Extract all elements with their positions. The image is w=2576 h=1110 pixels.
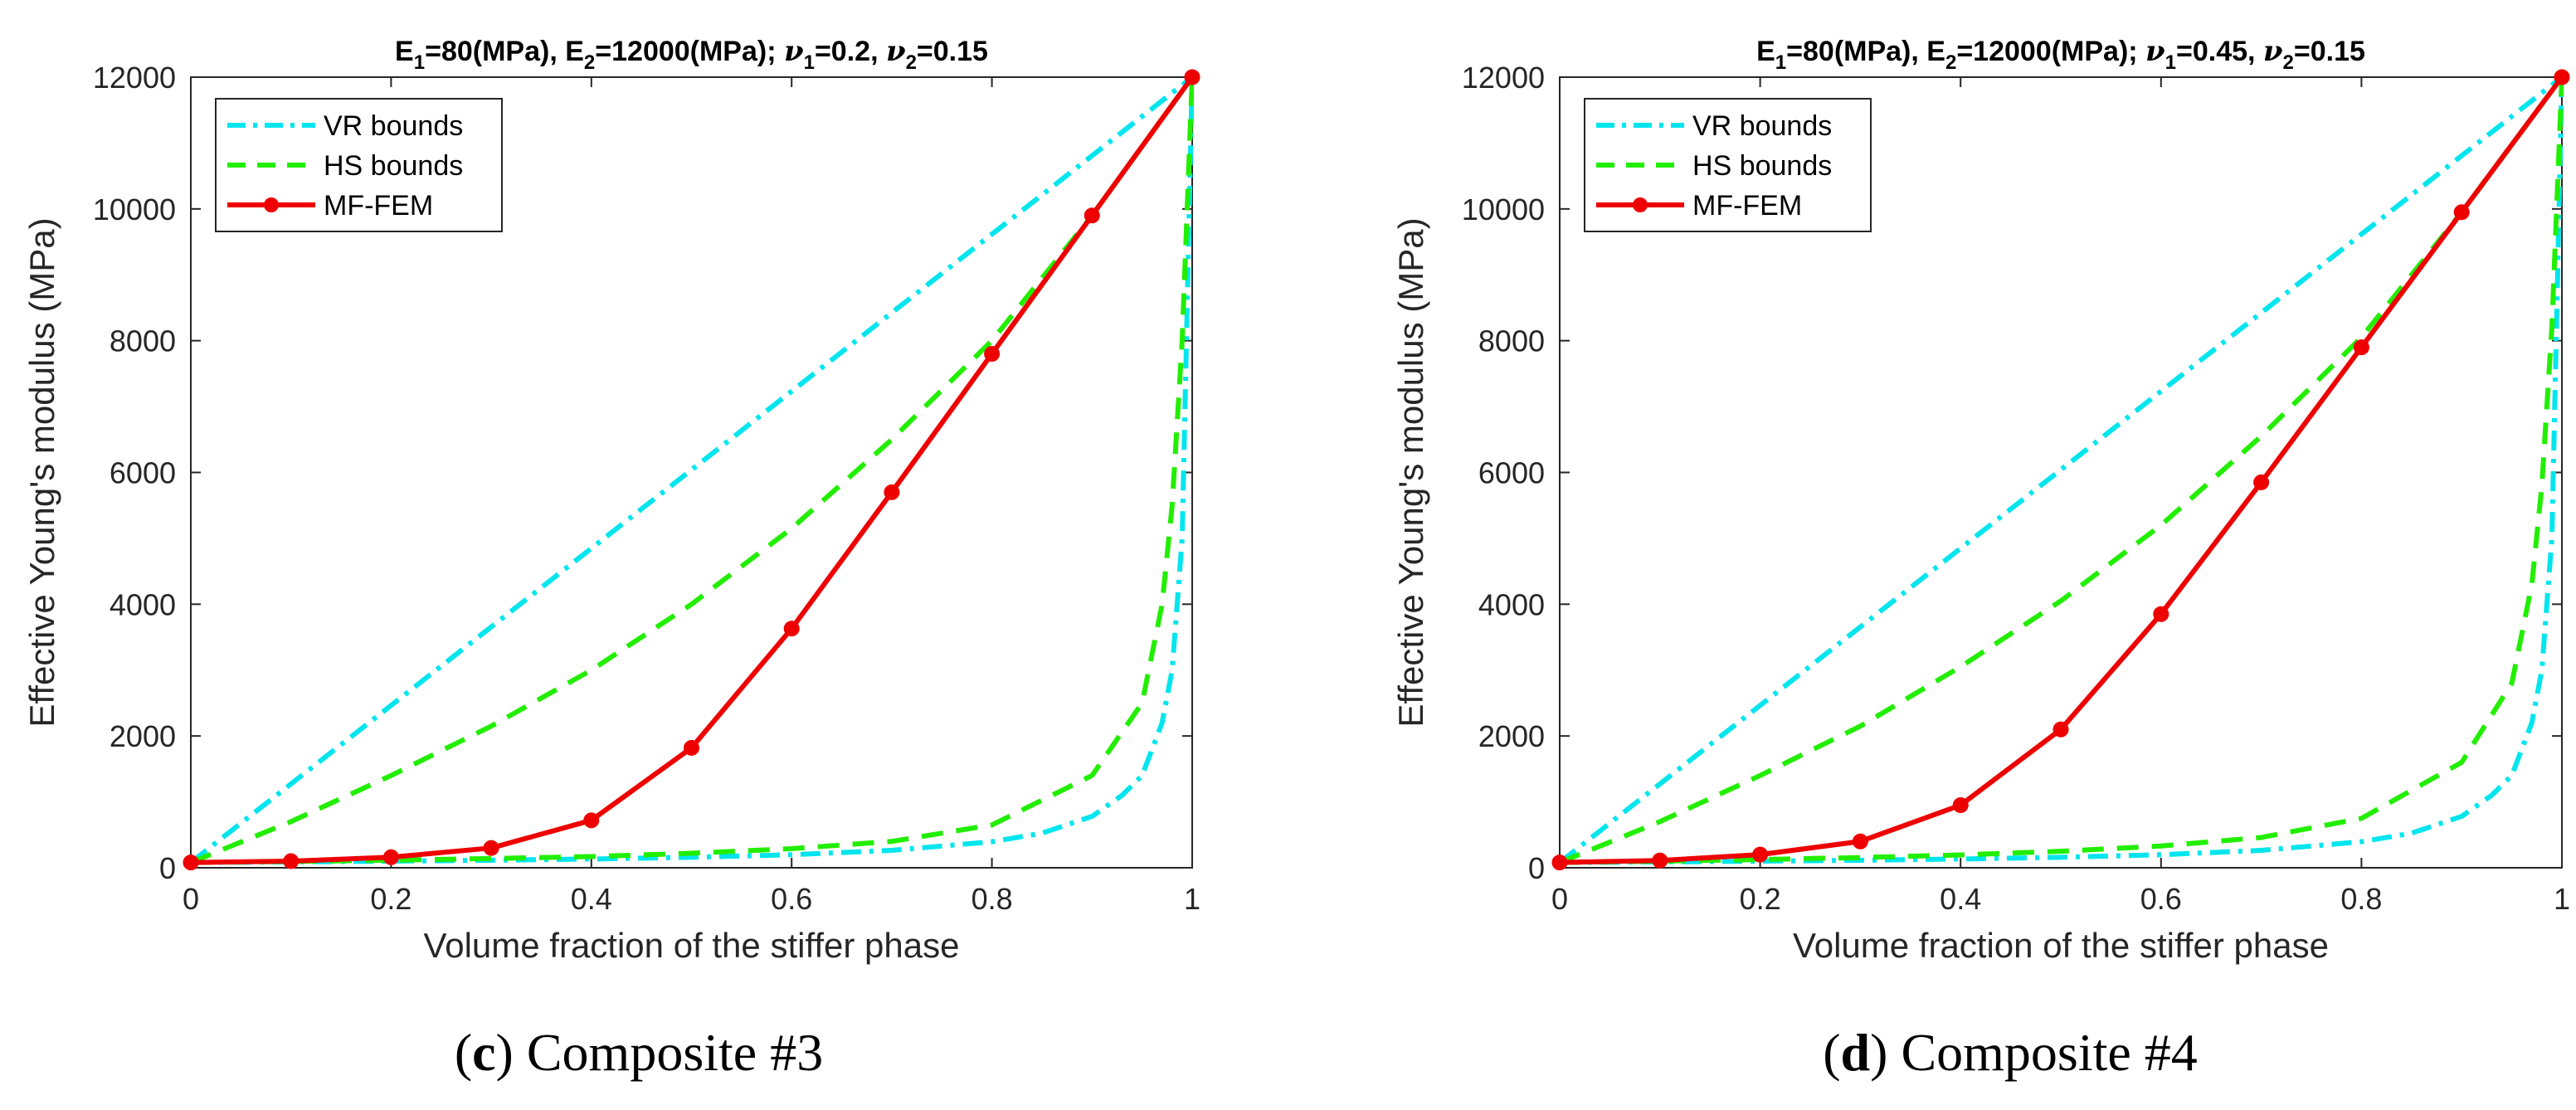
series-line-vr-lower — [1560, 76, 2564, 865]
y-tick-label: 0 — [159, 851, 176, 885]
data-point — [2153, 606, 2169, 622]
y-tick-label: 2000 — [110, 719, 176, 753]
x-axis-label: Volume fraction of the stiffer phase — [1793, 926, 2329, 965]
y-tick-label: 8000 — [110, 324, 176, 358]
data-point — [1752, 846, 1769, 863]
title-part: ν — [886, 35, 906, 68]
data-point — [2253, 474, 2270, 490]
series-line-hs-upper — [1560, 75, 2564, 865]
chart-title: E1=80(MPa), E2=12000(MPa); ν1=0.2, ν2=0.… — [395, 35, 988, 74]
title-part: =0.15 — [2294, 36, 2365, 67]
title-subscript: 2 — [2283, 51, 2294, 74]
data-point — [2554, 69, 2570, 85]
title-subscript: 2 — [906, 51, 917, 74]
data-point — [283, 853, 299, 869]
series-line-vr-upper — [191, 75, 1194, 865]
data-point — [984, 346, 1001, 363]
legend-label: MF-FEM — [324, 190, 433, 222]
x-tick-label: 0.6 — [771, 882, 812, 916]
legend-marker — [264, 197, 279, 212]
data-point — [1652, 852, 1668, 869]
series-line-vr-lower — [191, 76, 1194, 865]
title-subscript: 1 — [2165, 51, 2176, 74]
legend-marker — [1633, 197, 1648, 212]
title-subscript: 2 — [1945, 51, 1956, 74]
title-part: =0.45, — [2176, 36, 2263, 67]
chart-panel-2: 0 0.2 0.4 0.6 0.8 1 0 2000 4000 6000 8000 10000 1200… — [1391, 35, 2570, 965]
x-tick-label: 0.2 — [1740, 882, 1781, 916]
data-point — [2453, 204, 2470, 221]
legend-label: HS bounds — [1692, 150, 1832, 182]
y-tick-label: 8000 — [1478, 324, 1545, 358]
y-tick-label: 12000 — [93, 61, 176, 95]
legend: VR bounds HS bounds MF-FEM — [215, 98, 503, 232]
y-tick-label: 6000 — [110, 456, 176, 490]
x-tick-label: 0 — [183, 882, 199, 916]
data-point — [382, 849, 399, 865]
data-point — [1852, 833, 1868, 850]
title-part: =12000(MPa); — [1956, 36, 2145, 67]
y-tick-label: 4000 — [1478, 587, 1545, 621]
y-axis-label: Effective Young's modulus (MPa) — [1391, 217, 1430, 727]
y-axis-label: Effective Young's modulus (MPa) — [22, 217, 61, 727]
data-point — [1184, 69, 1200, 85]
x-tick-label: 0.4 — [571, 882, 612, 916]
title-part: ν — [784, 35, 804, 68]
title-part: =12000(MPa); — [595, 36, 784, 67]
x-axis-label: Volume fraction of the stiffer phase — [424, 926, 960, 965]
y-tick-label: 4000 — [110, 587, 176, 621]
legend-label: HS bounds — [324, 150, 463, 182]
series-line-hs-lower — [191, 76, 1194, 865]
title-part: E — [395, 36, 414, 67]
chart-title: E1=80(MPa), E2=12000(MPa); ν1=0.45, ν2=0… — [1756, 35, 2365, 74]
y-tick-label: 2000 — [1478, 719, 1545, 753]
title-part: =80(MPa), E — [425, 36, 584, 67]
x-tick-label: 0 — [1551, 882, 1568, 916]
caption-c: (c) Composite #3 — [454, 1023, 824, 1082]
data-point — [884, 484, 900, 500]
legend: VR bounds HS bounds MF-FEM — [1584, 98, 1872, 232]
title-part: ν — [2145, 35, 2165, 68]
series-line-hs-upper — [191, 75, 1194, 865]
x-tick-label: 0.6 — [2140, 882, 2182, 916]
data-point — [1952, 797, 1969, 814]
data-point — [1083, 207, 1100, 224]
y-tick-label: 12000 — [1462, 61, 1545, 95]
title-part: =0.2, — [815, 36, 886, 67]
chart-panel-1: 0 0.2 0.4 0.6 0.8 1 0 2000 4000 6000 8000 10000 1200… — [22, 35, 1200, 965]
title-subscript: 1 — [1775, 51, 1786, 74]
title-part: E — [1756, 36, 1775, 67]
y-tick-label: 10000 — [1462, 192, 1545, 226]
title-part: =80(MPa), E — [1786, 36, 1945, 67]
y-tick-label: 6000 — [1478, 456, 1545, 490]
legend-label: VR bounds — [1692, 110, 1832, 142]
x-tick-label: 0.8 — [2340, 882, 2382, 916]
series-line-vr-upper — [1560, 75, 2564, 865]
legend-label: VR bounds — [324, 110, 463, 142]
x-tick-label: 0.8 — [971, 882, 1013, 916]
title-part: =0.15 — [917, 36, 988, 67]
data-point — [2053, 721, 2069, 738]
data-point — [783, 621, 800, 637]
y-tick-label: 10000 — [93, 192, 176, 226]
x-tick-label: 0.4 — [1940, 882, 1981, 916]
data-point — [183, 854, 199, 871]
data-point — [483, 840, 499, 856]
y-tick-label: 0 — [1528, 851, 1545, 885]
title-subscript: 1 — [804, 51, 815, 74]
title-subscript: 1 — [414, 51, 425, 74]
data-point — [1551, 854, 1568, 871]
title-part: ν — [2263, 35, 2283, 68]
data-point — [684, 739, 699, 756]
caption-d: (d) Composite #4 — [1823, 1023, 2198, 1082]
data-point — [2353, 339, 2369, 356]
title-subscript: 2 — [584, 51, 595, 74]
x-tick-label: 1 — [1184, 882, 1200, 916]
x-tick-label: 1 — [2554, 882, 2570, 916]
data-point — [583, 812, 600, 829]
series-line-hs-lower — [1560, 76, 2564, 865]
legend-label: MF-FEM — [1692, 190, 1802, 222]
x-tick-label: 0.2 — [370, 882, 411, 916]
